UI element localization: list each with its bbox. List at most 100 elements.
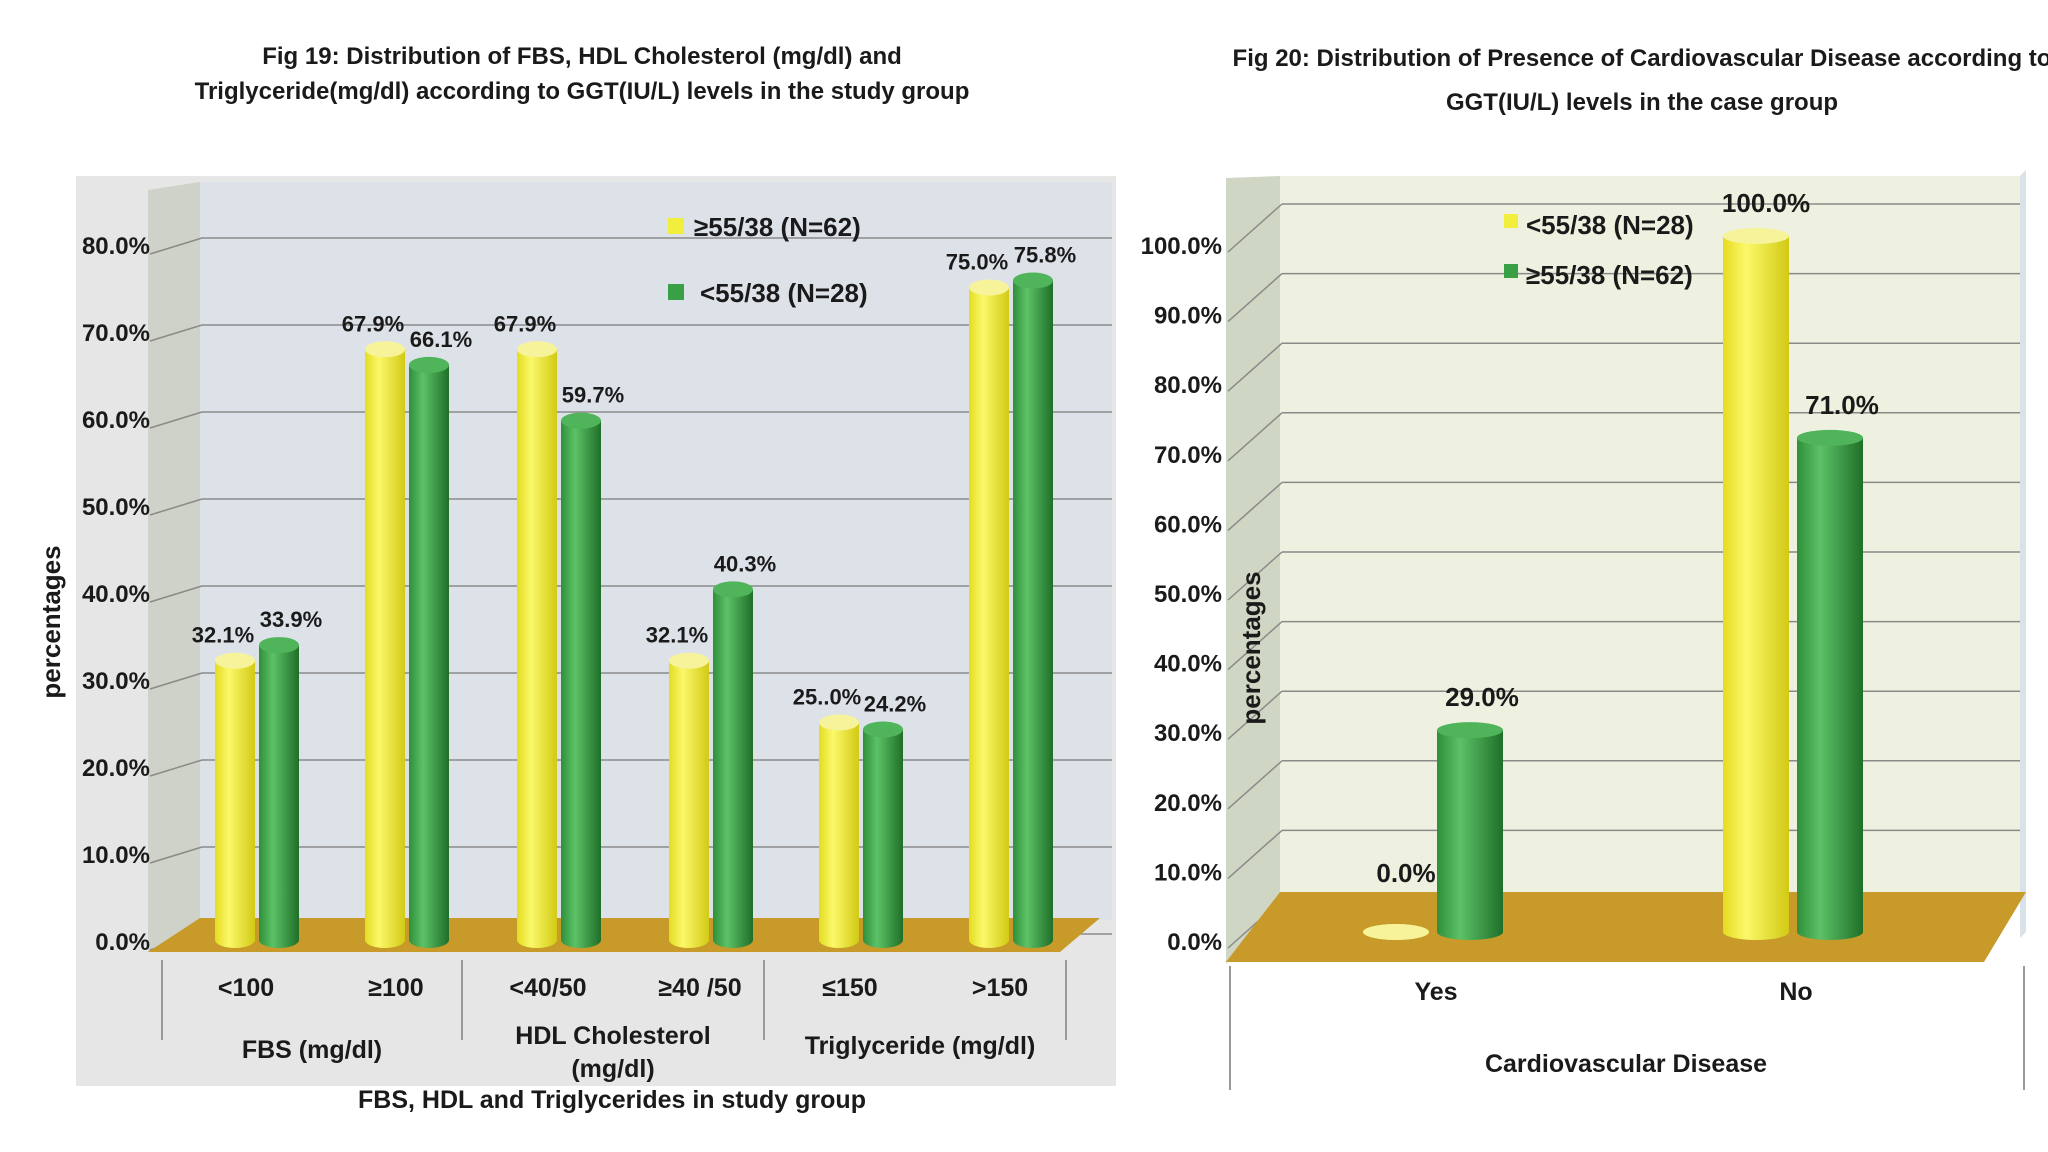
fig19-chart: Fig 19: Distribution of FBS, HDL Cholest… [36,43,1116,1114]
fig20-category-label: Yes [1414,978,1457,1006]
fig20-y-tick: 100.0% [1141,233,1222,260]
fig20-bar-green [1437,722,1503,940]
fig19-legend-swatch-1 [668,218,684,234]
fig20-bar-yellow [1723,228,1789,940]
fig20-gridline-diag [1227,412,1283,462]
fig20-title-line-2: GGT(IU/L) levels in the case group [1446,89,1838,116]
fig19-back-wall [200,182,1112,920]
fig19-category-label: >150 [972,974,1028,1002]
fig19-data-label-yellow: 32.1% [646,623,708,648]
fig20-legend-label-1: <55/38 (N=28) [1526,210,1694,240]
fig19-legend-label-1: ≥55/38 (N=62) [694,212,861,242]
fig20-data-label-yellow: 0.0% [1376,858,1435,888]
fig19-x-axis-title: FBS, HDL and Triglycerides in study grou… [358,1086,866,1114]
fig20-y-tick: 70.0% [1154,442,1222,469]
fig19-title-line-2: Triglyceride(mg/dl) according to GGT(IU/… [195,78,970,105]
fig20-category-labels: Yes No [1414,978,1812,1006]
fig19-category-label: ≥100 [368,974,423,1002]
fig19-data-label-green: 66.1% [410,327,472,352]
fig19-data-label-yellow: 67.9% [342,311,404,336]
fig20-y-tick: 80.0% [1154,372,1222,399]
fig19-y-tick: 80.0% [82,233,150,260]
fig19-left-wall [148,182,200,952]
fig19-gridline-diag [149,411,203,429]
fig20-gridline-diag [1227,829,1283,879]
fig19-gridline-diag [149,237,203,255]
fig19-bar-green [259,637,299,948]
fig20-y-tick: 30.0% [1154,720,1222,747]
fig20-gridline-diag [1227,551,1283,601]
fig20-gridline-diag [1227,690,1283,740]
fig19-category-label: <100 [218,974,274,1002]
fig20-y-tick: 90.0% [1154,303,1222,330]
fig20-y-tick: 10.0% [1154,859,1222,886]
fig19-legend-swatch-2 [668,284,684,300]
fig19-gridline-diag [149,585,203,603]
fig20-y-tick: 40.0% [1154,651,1222,678]
fig19-y-tick: 10.0% [82,842,150,869]
fig19-data-label-green: 33.9% [260,607,322,632]
fig20-data-label-green: 29.0% [1445,682,1519,712]
fig19-data-label-green: 40.3% [714,551,776,576]
fig20-floor [1226,892,2026,962]
fig19-y-tick: 20.0% [82,755,150,782]
fig19-bar-green [863,721,903,948]
fig20-legend-label-2: ≥55/38 (N=62) [1526,260,1693,290]
fig20-y-axis-title: percentages [1236,571,1266,724]
fig20-gridline-diag [1227,273,1283,323]
fig19-bar-yellow [517,341,557,948]
fig20-right-edge [2020,170,2026,938]
fig20-x-axis-title: Cardiovascular Disease [1485,1050,1767,1078]
fig19-bar-yellow [669,652,709,948]
fig19-title-line-1: Fig 19: Distribution of FBS, HDL Cholest… [262,43,902,70]
fig19-category-labels: <100 ≥100 <40/50 ≥40 /50 ≤150 >150 [218,974,1028,1002]
fig19-gridline-diag [149,672,203,690]
fig19-bars [215,272,1053,948]
fig20-data-labels: 0.0% 29.0% 100.0% 71.0% [1376,188,1879,888]
fig20-bar-green [1797,429,1863,940]
fig19-y-tick: 0.0% [95,929,150,956]
fig20-y-axis: 0.0% 10.0% 20.0% 30.0% 40.0% 50.0% 60.0% 70.0% 8… [1141,233,1222,956]
fig20-y-tick: 20.0% [1154,790,1222,817]
fig19-bar-yellow [819,714,859,948]
fig20-legend-swatch-1 [1504,214,1518,228]
fig19-y-tick: 30.0% [82,668,150,695]
fig19-bar-yellow [969,279,1009,948]
fig20-data-label-yellow: 100.0% [1722,188,1810,218]
fig20-title-line-1: Fig 20: Distribution of Presence of Card… [1233,45,2048,72]
fig20-legend-swatch-2 [1504,264,1518,278]
fig19-data-label-yellow: 32.1% [192,623,254,648]
fig20-back-wall [1280,176,2020,892]
fig20-bar-yellow [1363,924,1429,940]
fig20-chart: Fig 20: Distribution of Presence of Card… [1141,45,2048,1090]
fig20-y-tick: 60.0% [1154,511,1222,538]
fig19-bar-yellow [365,341,405,948]
fig19-group-hdl-line-2: (mg/dl) [571,1055,654,1083]
fig19-y-tick: 40.0% [82,581,150,608]
fig20-category-label: No [1779,978,1812,1006]
fig20-category-axis [1229,966,2025,1090]
fig20-legend: <55/38 (N=28) ≥55/38 (N=62) [1504,210,1694,290]
fig20-bars [1363,228,1863,940]
fig19-y-tick: 50.0% [82,494,150,521]
fig20-gridline-diag [1227,342,1283,392]
fig20-data-label-green: 71.0% [1805,390,1879,420]
fig19-gridline-diag [149,498,203,516]
fig19-group-hdl-line-1: HDL Cholesterol [515,1022,710,1050]
fig20-gridline-diag [1227,760,1283,810]
fig19-legend-label-2: <55/38 (N=28) [700,278,868,308]
fig19-legend: ≥55/38 (N=62) <55/38 (N=28) [668,212,868,308]
fig19-y-axis: 0.0% 10.0% 20.0% 30.0% 40.0% 50.0% 60.0% 70.0% 8… [82,233,150,956]
fig19-bar-yellow [215,652,255,948]
fig19-y-tick: 60.0% [82,407,150,434]
fig19-bar-green [561,412,601,948]
fig20-gridline-diag [1227,621,1283,671]
fig19-gridline-diag [149,759,203,777]
fig19-category-label: ≤150 [822,974,877,1002]
fig19-data-label-green: 75.8% [1014,243,1076,268]
fig19-category-label: ≥40 /50 [658,974,741,1002]
fig19-category-axis [161,960,1067,1040]
fig19-data-label-green: 24.2% [864,691,926,716]
fig19-y-axis-title: percentages [36,545,66,698]
fig20-gridline-diag [1227,203,1283,253]
